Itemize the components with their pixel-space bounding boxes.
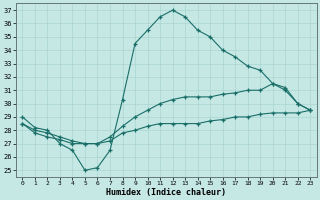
X-axis label: Humidex (Indice chaleur): Humidex (Indice chaleur) xyxy=(106,188,226,197)
